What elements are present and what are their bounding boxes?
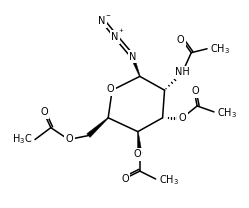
Text: $^+$: $^+$ bbox=[117, 27, 125, 36]
Text: N: N bbox=[111, 32, 119, 42]
Text: O: O bbox=[177, 35, 184, 45]
Text: O: O bbox=[133, 149, 141, 159]
Text: O: O bbox=[40, 107, 48, 117]
Text: N: N bbox=[129, 52, 137, 62]
Text: CH$_3$: CH$_3$ bbox=[210, 42, 230, 56]
Polygon shape bbox=[137, 132, 142, 154]
Text: O: O bbox=[106, 84, 114, 94]
Text: N: N bbox=[98, 16, 105, 26]
Text: O: O bbox=[66, 134, 73, 144]
Text: O: O bbox=[179, 113, 186, 123]
Text: CH$_3$: CH$_3$ bbox=[217, 106, 237, 120]
Text: NH: NH bbox=[175, 67, 190, 77]
Text: O: O bbox=[191, 86, 199, 96]
Text: $^-$: $^-$ bbox=[104, 12, 112, 21]
Text: H$_3$C: H$_3$C bbox=[12, 133, 32, 146]
Polygon shape bbox=[87, 118, 109, 137]
Text: O: O bbox=[121, 174, 129, 184]
Text: CH$_3$: CH$_3$ bbox=[159, 173, 179, 187]
Polygon shape bbox=[130, 55, 140, 77]
